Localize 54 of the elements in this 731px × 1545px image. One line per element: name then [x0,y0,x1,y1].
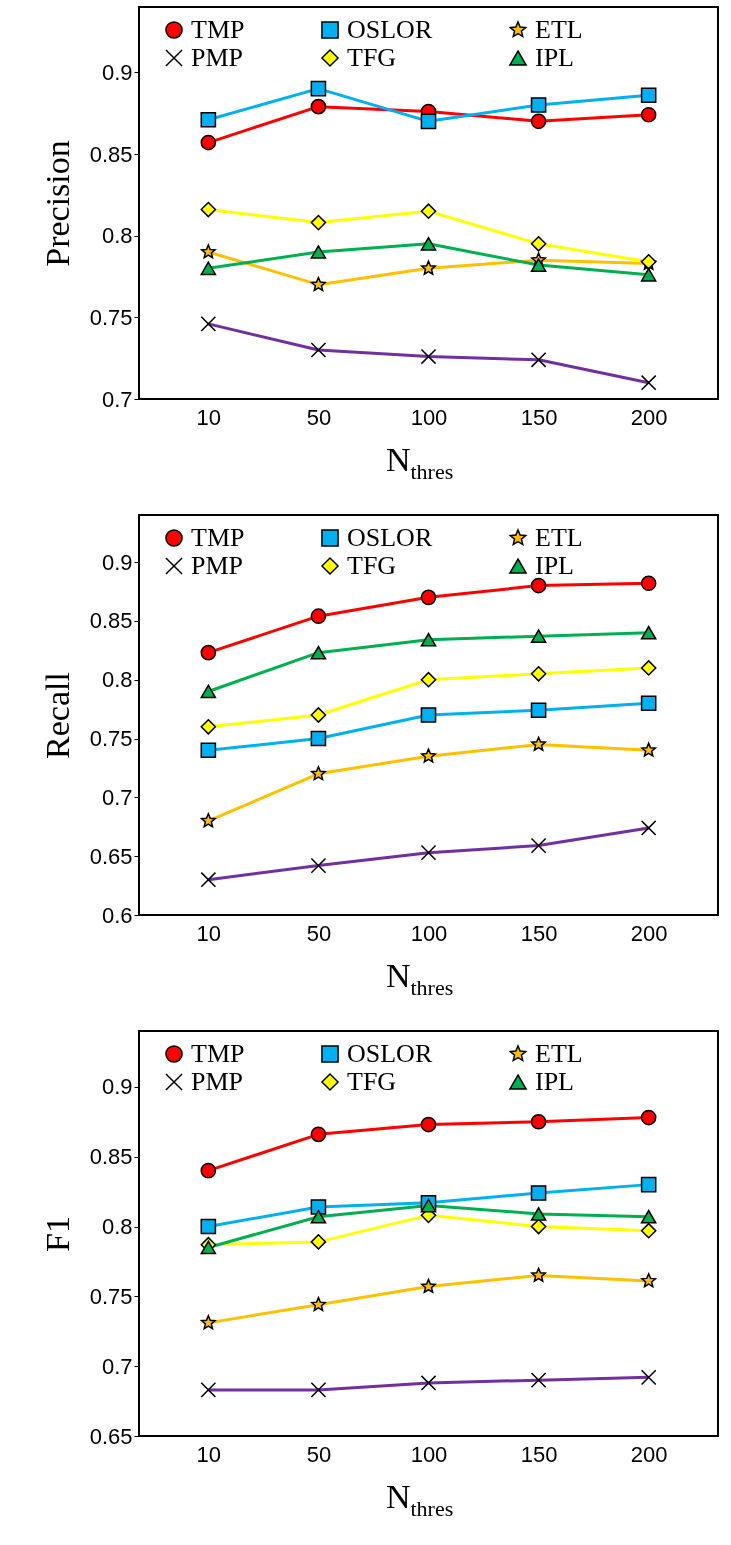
x-tick-label: 150 [520,1441,558,1467]
legend-label: TFG [347,551,397,580]
y-tick-label: 0.7 [101,784,133,810]
y-tick-label: 0.75 [89,1283,133,1309]
y-tick-label: 0.9 [101,1074,133,1100]
x-tick-label: 200 [630,920,668,946]
legend-label: TFG [347,43,397,72]
legend-label: PMP [191,551,244,580]
x-tick-label: 50 [306,1441,332,1467]
y-tick-label: 0.7 [101,1353,133,1379]
x-tick-label: 100 [410,404,448,430]
legend-label: IPL [535,43,574,72]
y-tick-label: 0.85 [89,141,133,167]
x-tick-label: 10 [196,404,222,430]
y-axis-title: F1 [38,1216,76,1252]
y-tick-label: 0.6 [101,902,133,928]
legend-label: PMP [191,1067,244,1096]
x-tick-label: 10 [196,920,222,946]
y-tick-label: 0.9 [101,549,133,575]
legend-label: ETL [535,1039,583,1068]
y-tick-label: 0.85 [89,608,133,634]
legend-label: TMP [191,15,245,44]
y-tick-label: 0.65 [89,1423,133,1449]
x-tick-label: 150 [520,404,558,430]
legend-label: OSLOR [347,523,433,552]
x-tick-label: 200 [630,1441,668,1467]
y-tick-label: 0.8 [101,223,133,249]
x-tick-label: 100 [410,920,448,946]
legend-label: PMP [191,43,244,72]
y-tick-label: 0.8 [101,1214,133,1240]
x-tick-label: 150 [520,920,558,946]
x-tick-label: 10 [196,1441,222,1467]
legend-label: TMP [191,523,245,552]
legend-label: OSLOR [347,1039,433,1068]
legend-label: ETL [535,15,583,44]
legend-label: ETL [535,523,583,552]
legend-label: IPL [535,1067,574,1096]
x-tick-label: 100 [410,1441,448,1467]
x-tick-label: 200 [630,404,668,430]
y-axis-title: Recall [38,672,76,759]
legend-label: IPL [535,551,574,580]
y-tick-label: 0.9 [101,59,133,85]
y-tick-label: 0.75 [89,726,133,752]
y-tick-label: 0.65 [89,843,133,869]
y-axis-title: Precision [38,140,76,267]
x-tick-label: 50 [306,404,332,430]
legend-label: OSLOR [347,15,433,44]
legend-label: TFG [347,1067,397,1096]
legend-label: TMP [191,1039,245,1068]
x-tick-label: 50 [306,920,332,946]
y-tick-label: 0.85 [89,1144,133,1170]
y-tick-label: 0.75 [89,304,133,330]
y-tick-label: 0.7 [101,386,133,412]
y-tick-label: 0.8 [101,667,133,693]
